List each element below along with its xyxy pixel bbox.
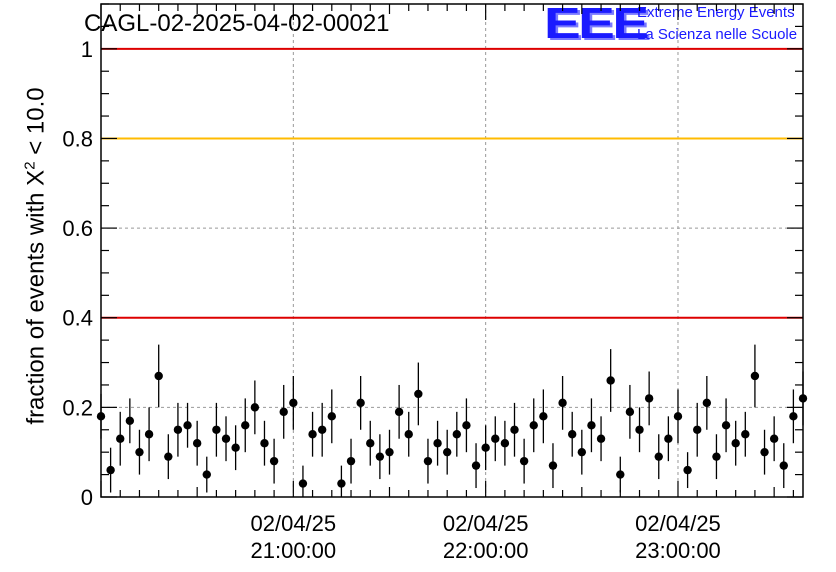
data-point (750, 371, 760, 381)
data-point (510, 425, 519, 434)
data-point (135, 447, 144, 457)
data-point (308, 430, 317, 439)
data-point (635, 425, 644, 434)
data-point (144, 430, 154, 439)
data-point (202, 470, 211, 479)
data-point (164, 452, 173, 461)
data-point (798, 394, 808, 403)
data-point (385, 447, 394, 457)
data-point (462, 421, 471, 430)
data-point (664, 434, 673, 443)
data-point (702, 398, 712, 408)
data-point (529, 421, 538, 430)
data-point (519, 456, 529, 466)
data-point (452, 430, 462, 439)
data-point (231, 443, 240, 452)
x-tick-label-time: 21:00:00 (251, 538, 337, 563)
data-point (548, 461, 558, 470)
data-point (241, 421, 250, 430)
data-point (433, 439, 442, 448)
data-point (491, 434, 500, 443)
eee-logo-mark: EEE (544, 0, 649, 48)
data-point (250, 403, 260, 412)
data-point (404, 430, 413, 439)
y-tick-label: 0.4 (62, 306, 93, 331)
data-point (173, 425, 183, 434)
data-point (731, 439, 740, 448)
eee-logo: EEE Extreme Energy Events La Scienza nel… (544, 2, 834, 46)
data-point (539, 412, 548, 421)
data-point (568, 430, 577, 439)
data-point (577, 447, 587, 457)
data-point (327, 412, 336, 421)
data-point (769, 434, 779, 443)
data-point (644, 394, 654, 403)
data-point (317, 425, 327, 434)
x-tick-label-time: 22:00:00 (443, 538, 529, 563)
data-point (96, 412, 106, 421)
data-point (375, 452, 385, 461)
y-tick-label: 0.8 (62, 126, 93, 151)
data-point (654, 452, 663, 461)
data-point (154, 371, 163, 381)
y-tick-label: 1 (81, 37, 93, 62)
data-point (394, 407, 404, 417)
data-point (106, 465, 115, 475)
y-tick-label: 0 (81, 485, 93, 510)
x-tick-label-time: 23:00:00 (635, 538, 721, 563)
data-point (346, 456, 356, 466)
data-point (693, 425, 702, 434)
data-point (500, 439, 510, 448)
data-point (356, 398, 365, 408)
data-point (221, 434, 231, 443)
data-point (125, 416, 135, 426)
data-point (481, 443, 490, 452)
data-point (558, 398, 567, 408)
data-point (289, 398, 298, 408)
data-point (192, 439, 202, 448)
data-point (712, 452, 721, 461)
data-point (789, 412, 798, 421)
y-tick-label: 0.6 (62, 216, 93, 241)
data-point (760, 447, 769, 457)
data-point (183, 421, 192, 430)
data-point (442, 447, 452, 457)
data-point (366, 439, 375, 448)
data-point (596, 434, 606, 443)
chart-title: CAGL-02-2025-04-02-00021 (84, 10, 390, 37)
data-point (683, 465, 692, 475)
data-point (423, 456, 433, 466)
data-point (625, 407, 635, 417)
x-tick-label-date: 02/04/25 (443, 511, 529, 536)
data-point (414, 389, 423, 399)
data-point (279, 407, 288, 417)
data-point (260, 439, 269, 448)
y-tick-label: 0.2 (62, 395, 93, 420)
data-point (269, 456, 279, 466)
data-point (298, 479, 308, 488)
data-point (616, 470, 625, 479)
x-tick-label-date: 02/04/25 (251, 511, 337, 536)
data-point (741, 430, 750, 439)
data-point (116, 434, 125, 443)
data-point (587, 421, 596, 430)
data-point (471, 461, 481, 470)
data-point (721, 421, 731, 430)
data-point (212, 425, 221, 434)
data-point (606, 376, 615, 385)
logo-text-line2: La Scienza nelle Scuole (637, 26, 798, 43)
data-point (337, 479, 346, 488)
data-point (779, 461, 788, 470)
data-point (673, 412, 683, 421)
x-tick-label-date: 02/04/25 (635, 511, 721, 536)
